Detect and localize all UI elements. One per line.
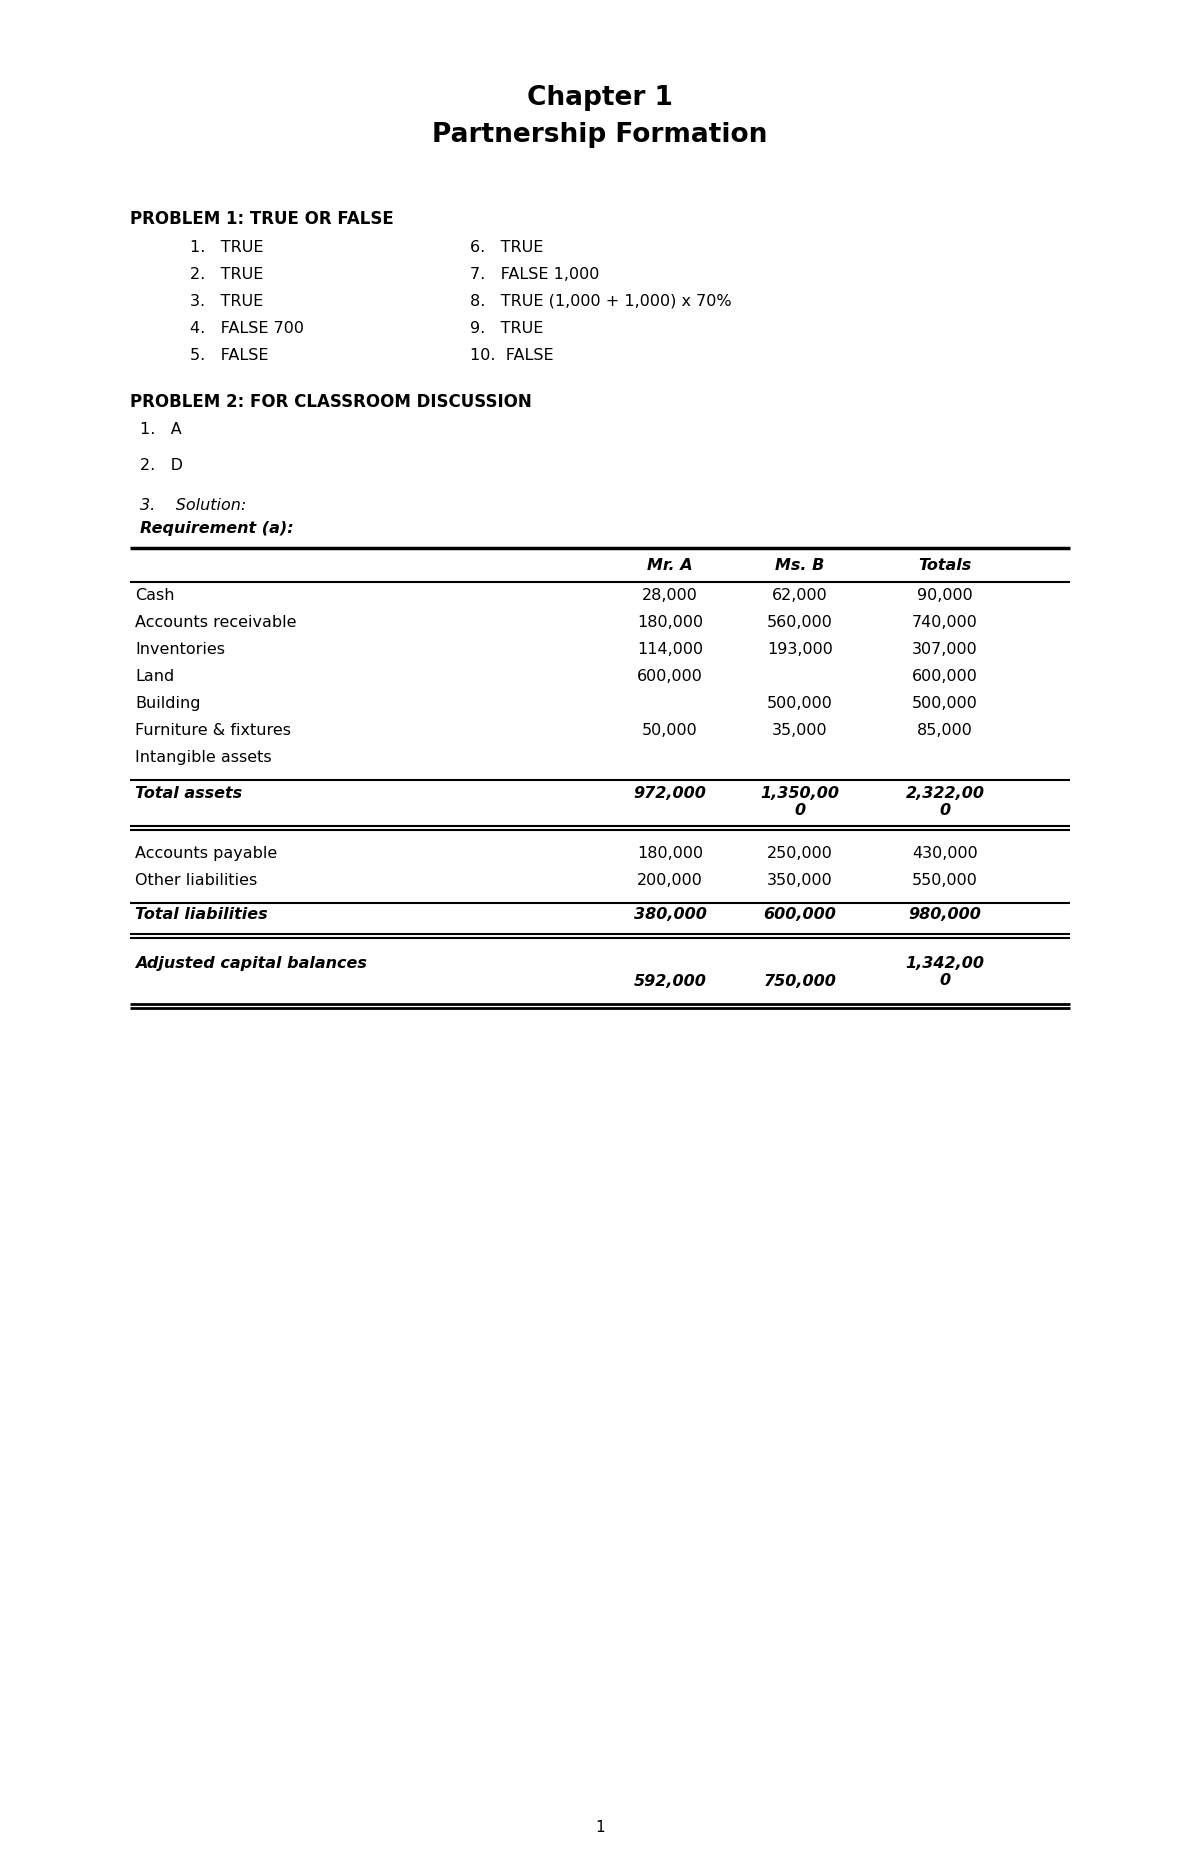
Text: 740,000: 740,000 bbox=[912, 616, 978, 631]
Text: 4.   FALSE 700: 4. FALSE 700 bbox=[190, 321, 304, 336]
Text: 600,000: 600,000 bbox=[763, 907, 836, 922]
Text: PROBLEM 1: TRUE OR FALSE: PROBLEM 1: TRUE OR FALSE bbox=[130, 210, 394, 228]
Text: 500,000: 500,000 bbox=[767, 696, 833, 710]
Text: 5.   FALSE: 5. FALSE bbox=[190, 349, 269, 364]
Text: Other liabilities: Other liabilities bbox=[134, 874, 257, 889]
Text: 85,000: 85,000 bbox=[917, 723, 973, 738]
Text: 2,322,00
0: 2,322,00 0 bbox=[906, 787, 984, 818]
Text: 350,000: 350,000 bbox=[767, 874, 833, 889]
Text: 1.   TRUE: 1. TRUE bbox=[190, 239, 264, 254]
Text: 6.   TRUE: 6. TRUE bbox=[470, 239, 544, 254]
Text: 1: 1 bbox=[595, 1820, 605, 1835]
Text: PROBLEM 2: FOR CLASSROOM DISCUSSION: PROBLEM 2: FOR CLASSROOM DISCUSSION bbox=[130, 393, 532, 412]
Text: Ms. B: Ms. B bbox=[775, 558, 824, 573]
Text: 560,000: 560,000 bbox=[767, 616, 833, 631]
Text: Intangible assets: Intangible assets bbox=[134, 749, 271, 764]
Text: Requirement (a):: Requirement (a): bbox=[140, 521, 294, 536]
Text: 7.   FALSE 1,000: 7. FALSE 1,000 bbox=[470, 267, 599, 282]
Text: 90,000: 90,000 bbox=[917, 588, 973, 603]
Text: 2.   TRUE: 2. TRUE bbox=[190, 267, 263, 282]
Text: Inventories: Inventories bbox=[134, 642, 226, 657]
Text: Cash: Cash bbox=[134, 588, 174, 603]
Text: 1.   A: 1. A bbox=[140, 421, 181, 438]
Text: 1,350,00
0: 1,350,00 0 bbox=[761, 787, 840, 818]
Text: Total assets: Total assets bbox=[134, 787, 242, 801]
Text: 200,000: 200,000 bbox=[637, 874, 703, 889]
Text: Totals: Totals bbox=[918, 558, 972, 573]
Text: Building: Building bbox=[134, 696, 200, 710]
Text: 50,000: 50,000 bbox=[642, 723, 698, 738]
Text: 3.    Solution:: 3. Solution: bbox=[140, 497, 246, 514]
Text: 114,000: 114,000 bbox=[637, 642, 703, 657]
Text: 600,000: 600,000 bbox=[912, 670, 978, 684]
Text: 430,000: 430,000 bbox=[912, 846, 978, 861]
Text: 180,000: 180,000 bbox=[637, 616, 703, 631]
Text: 750,000: 750,000 bbox=[763, 974, 836, 989]
Text: 35,000: 35,000 bbox=[772, 723, 828, 738]
Text: 550,000: 550,000 bbox=[912, 874, 978, 889]
Text: 28,000: 28,000 bbox=[642, 588, 698, 603]
Text: 193,000: 193,000 bbox=[767, 642, 833, 657]
Text: 3.   TRUE: 3. TRUE bbox=[190, 293, 263, 310]
Text: Adjusted capital balances: Adjusted capital balances bbox=[134, 955, 367, 970]
Text: Chapter 1: Chapter 1 bbox=[527, 85, 673, 111]
Text: 250,000: 250,000 bbox=[767, 846, 833, 861]
Text: 2.   D: 2. D bbox=[140, 458, 182, 473]
Text: 972,000: 972,000 bbox=[634, 787, 707, 801]
Text: 1,342,00
0: 1,342,00 0 bbox=[906, 955, 984, 989]
Text: Total liabilities: Total liabilities bbox=[134, 907, 268, 922]
Text: 307,000: 307,000 bbox=[912, 642, 978, 657]
Text: Mr. A: Mr. A bbox=[647, 558, 692, 573]
Text: 500,000: 500,000 bbox=[912, 696, 978, 710]
Text: 980,000: 980,000 bbox=[908, 907, 982, 922]
Text: 180,000: 180,000 bbox=[637, 846, 703, 861]
Text: Furniture & fixtures: Furniture & fixtures bbox=[134, 723, 292, 738]
Text: 380,000: 380,000 bbox=[634, 907, 707, 922]
Text: Partnership Formation: Partnership Formation bbox=[432, 122, 768, 148]
Text: 592,000: 592,000 bbox=[634, 974, 707, 989]
Text: Accounts receivable: Accounts receivable bbox=[134, 616, 296, 631]
Text: 9.   TRUE: 9. TRUE bbox=[470, 321, 544, 336]
Text: Accounts payable: Accounts payable bbox=[134, 846, 277, 861]
Text: Land: Land bbox=[134, 670, 174, 684]
Text: 600,000: 600,000 bbox=[637, 670, 703, 684]
Text: 8.   TRUE (1,000 + 1,000) x 70%: 8. TRUE (1,000 + 1,000) x 70% bbox=[470, 293, 732, 310]
Text: 10.  FALSE: 10. FALSE bbox=[470, 349, 553, 364]
Text: 62,000: 62,000 bbox=[772, 588, 828, 603]
